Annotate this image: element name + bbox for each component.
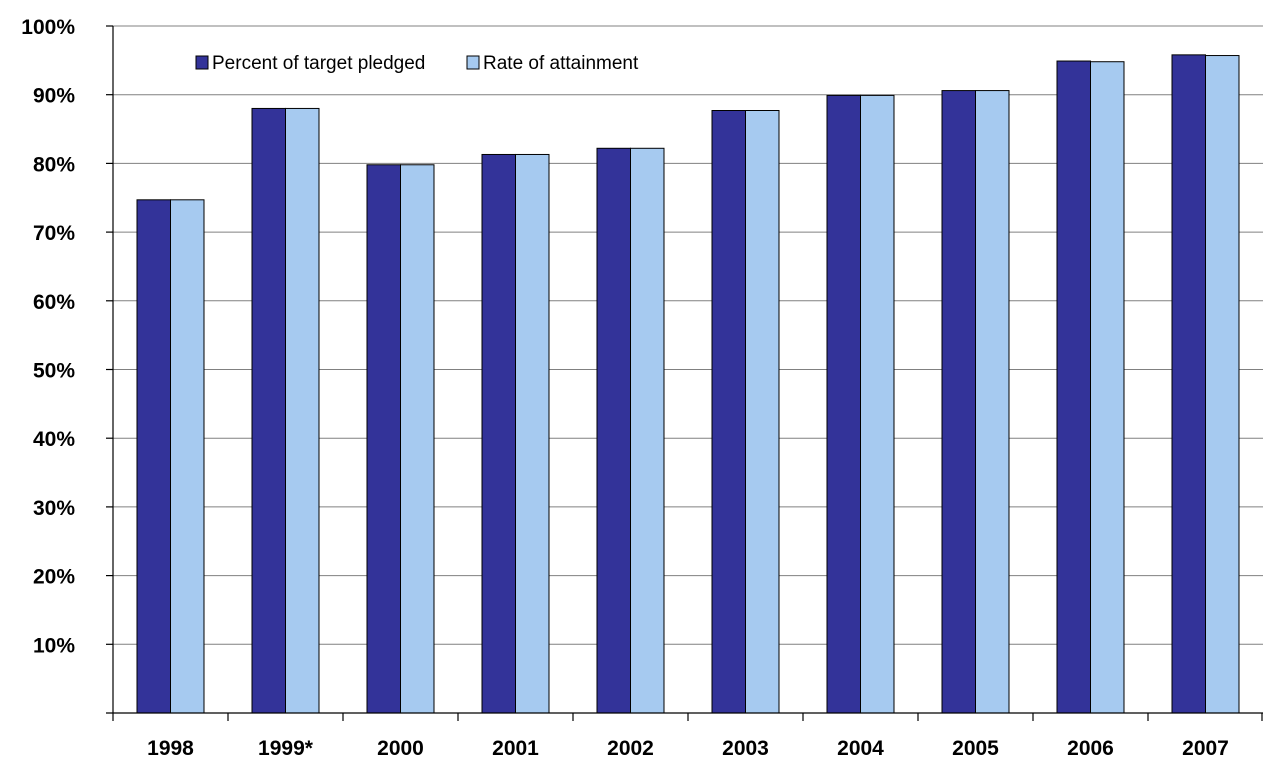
- x-tick-labels: 1998 1999* 2000 2001 2002 2003 2004 2005 2006 200…: [147, 737, 1229, 760]
- bars: [136, 54, 1240, 714]
- bar-attainment-1998: [170, 199, 205, 714]
- x-tick-label: 2006: [1067, 737, 1114, 760]
- legend-label: Percent of target pledged: [212, 53, 425, 74]
- y-tick-label: 90%: [33, 85, 75, 108]
- legend-label: Rate of attainment: [483, 53, 639, 74]
- bar-pledged-2007: [1171, 54, 1206, 714]
- bar-pledged-2006: [1056, 60, 1091, 714]
- bar-attainment-2003: [745, 110, 780, 714]
- x-tick-label: 1998: [147, 737, 194, 760]
- bar-pledged-2000: [366, 164, 401, 714]
- x-tick-label: 2004: [837, 737, 884, 760]
- y-tick-label: 70%: [33, 222, 75, 245]
- y-tick-label: 60%: [33, 291, 75, 314]
- y-tick-labels: 10% 20% 30% 40% 50% 60% 70% 80% 90% 100%: [21, 16, 75, 657]
- bar-pledged-2001: [481, 153, 516, 714]
- x-tick-label: 2002: [607, 737, 654, 760]
- y-tick-label: 50%: [33, 360, 75, 383]
- y-tick-label: 10%: [33, 634, 75, 657]
- bar-attainment-2006: [1090, 61, 1125, 714]
- bar-attainment-2004: [860, 94, 895, 714]
- y-tick-label: 100%: [21, 16, 75, 39]
- bar-attainment-2000: [400, 164, 435, 714]
- bar-pledged-1999: [251, 107, 286, 714]
- x-tick-label: 2001: [492, 737, 539, 760]
- bar-attainment-2005: [975, 90, 1010, 714]
- x-tick-label: 2000: [377, 737, 424, 760]
- x-tick-label: 2007: [1182, 737, 1229, 760]
- legend-swatch: [466, 55, 480, 70]
- bar-pledged-2003: [711, 110, 746, 714]
- legend: Percent of target pledged Rate of attainm…: [195, 53, 639, 74]
- legend-swatch: [195, 55, 209, 70]
- bar-attainment-2007: [1205, 55, 1240, 714]
- bar-attainment-1999: [285, 107, 320, 714]
- x-tick-label: 2003: [722, 737, 769, 760]
- y-tick-label: 80%: [33, 153, 75, 176]
- y-tick-label: 30%: [33, 497, 75, 520]
- axes: [106, 25, 1263, 721]
- x-tick-label: 1999*: [258, 737, 314, 760]
- bar-pledged-2005: [941, 90, 976, 714]
- bar-attainment-2001: [515, 153, 550, 714]
- bar-pledged-2004: [826, 94, 861, 714]
- y-tick-label: 40%: [33, 428, 75, 451]
- bar-attainment-2002: [630, 147, 665, 714]
- x-tick-label: 2005: [952, 737, 999, 760]
- y-tick-label: 20%: [33, 566, 75, 589]
- bar-pledged-2002: [596, 147, 631, 714]
- bar-pledged-1998: [136, 199, 171, 714]
